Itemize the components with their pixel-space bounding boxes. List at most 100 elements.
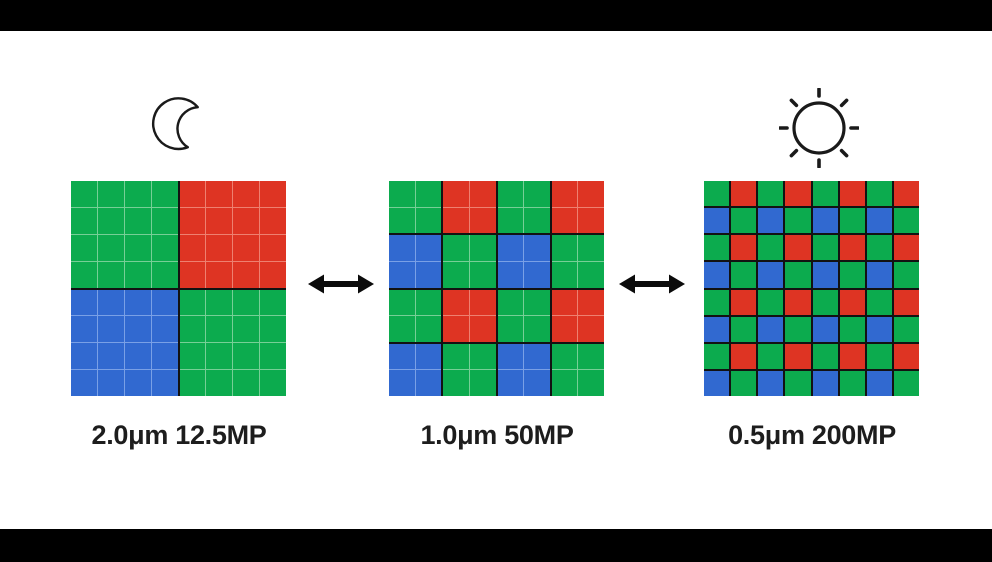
pixel-block-g	[443, 235, 496, 288]
pixel-cell	[415, 316, 442, 342]
pixel-cell	[497, 181, 524, 207]
pixel-cell	[260, 181, 286, 207]
pixel-cell	[524, 207, 550, 234]
pixel-block-b	[704, 370, 730, 396]
pixel-block-g	[551, 235, 604, 288]
pixel-cell	[124, 343, 151, 370]
pixel-block-b	[866, 208, 892, 234]
pixel-block-g	[839, 208, 865, 234]
diagram-canvas: 2.0μm 12.5MP 1.0μm 50MP 0.5μm 200MP	[0, 31, 992, 529]
pixel-cell	[179, 343, 206, 370]
pixel-block-r	[893, 235, 919, 261]
pixel-block-g	[893, 316, 919, 342]
pixel-cell	[578, 370, 604, 396]
pixel-cell	[497, 370, 524, 396]
pixel-cell	[415, 370, 442, 396]
pixel-block-b	[758, 208, 784, 234]
pixel-block-b	[812, 316, 838, 342]
pixel-cell	[206, 370, 233, 396]
pixel-cell	[524, 289, 550, 316]
pixel-cell	[443, 207, 469, 234]
pixel-cell	[124, 207, 151, 234]
moon-icon	[150, 91, 210, 157]
pixel-cell	[551, 261, 578, 288]
pixel-block-r	[551, 289, 604, 342]
pixel-block-g	[497, 289, 550, 342]
sensor-grid-2um-binned	[71, 181, 286, 396]
pixel-block-g	[731, 316, 757, 342]
pixel-cell	[415, 207, 442, 234]
pixel-cell	[578, 289, 604, 316]
pixel-block-g	[839, 262, 865, 288]
pixel-cell	[233, 181, 260, 207]
pixel-block-r	[551, 181, 604, 234]
pixel-block-b	[812, 208, 838, 234]
pixel-cell	[443, 181, 469, 207]
pixel-cell	[233, 316, 260, 343]
pixel-block-g	[758, 289, 784, 315]
pixel-cell	[469, 235, 496, 261]
pixel-cell	[97, 343, 124, 370]
pixel-block-g	[704, 235, 730, 261]
pixel-block-b	[389, 235, 442, 288]
pixel-cell	[497, 289, 524, 316]
pixel-cell	[443, 289, 469, 316]
double-headed-arrow-icon	[308, 272, 374, 296]
pixel-block-r	[839, 289, 865, 315]
pixel-cell	[524, 370, 550, 396]
double-headed-arrow-icon	[619, 272, 685, 296]
pixel-cell	[151, 289, 178, 316]
pixel-block-g	[893, 208, 919, 234]
pixel-block-g	[704, 289, 730, 315]
pixel-block-b	[866, 262, 892, 288]
pixel-cell	[97, 207, 124, 234]
pixel-cell	[233, 261, 260, 288]
pixel-block-r	[443, 181, 496, 234]
pixel-block-g	[704, 343, 730, 369]
pixel-cell	[443, 370, 469, 396]
pixel-cell	[389, 235, 415, 261]
pixel-cell	[260, 261, 286, 288]
pixel-cell	[497, 343, 524, 370]
pixel-block-g	[731, 262, 757, 288]
pixel-block-b	[497, 235, 550, 288]
pixel-block-r	[731, 343, 757, 369]
pixel-block-r	[785, 235, 811, 261]
pixel-cell	[415, 181, 442, 207]
pixel-block-g	[551, 343, 604, 396]
pixel-block-g	[443, 343, 496, 396]
pixel-cell	[389, 316, 415, 342]
pixel-cell	[260, 370, 286, 396]
pixel-block-g	[179, 289, 286, 396]
pixel-cell	[443, 343, 469, 370]
pixel-cell	[151, 181, 178, 207]
pixel-block-b	[758, 316, 784, 342]
pixel-cell	[443, 261, 469, 288]
pixel-cell	[469, 316, 496, 342]
pixel-block-r	[893, 181, 919, 207]
pixel-block-b	[497, 343, 550, 396]
pixel-cell	[97, 234, 124, 261]
pixel-cell	[551, 343, 578, 370]
pixel-cell	[469, 261, 496, 288]
pixel-cell	[71, 181, 97, 207]
pixel-cell	[124, 316, 151, 343]
pixel-cell	[578, 316, 604, 342]
pixel-block-g	[812, 181, 838, 207]
pixel-cell	[497, 207, 524, 234]
pixel-block-g	[839, 370, 865, 396]
pixel-cell	[97, 181, 124, 207]
pixel-block-b	[866, 370, 892, 396]
pixel-cell	[124, 370, 151, 396]
pixel-cell	[469, 207, 496, 234]
pixel-cell	[151, 343, 178, 370]
pixel-block-b	[389, 343, 442, 396]
pixel-block-g	[704, 181, 730, 207]
pixel-block-r	[785, 289, 811, 315]
pixel-cell	[71, 207, 97, 234]
pixel-block-g	[389, 181, 442, 234]
pixel-cell	[389, 343, 415, 370]
pixel-cell	[443, 235, 469, 261]
pixel-block-g	[785, 208, 811, 234]
